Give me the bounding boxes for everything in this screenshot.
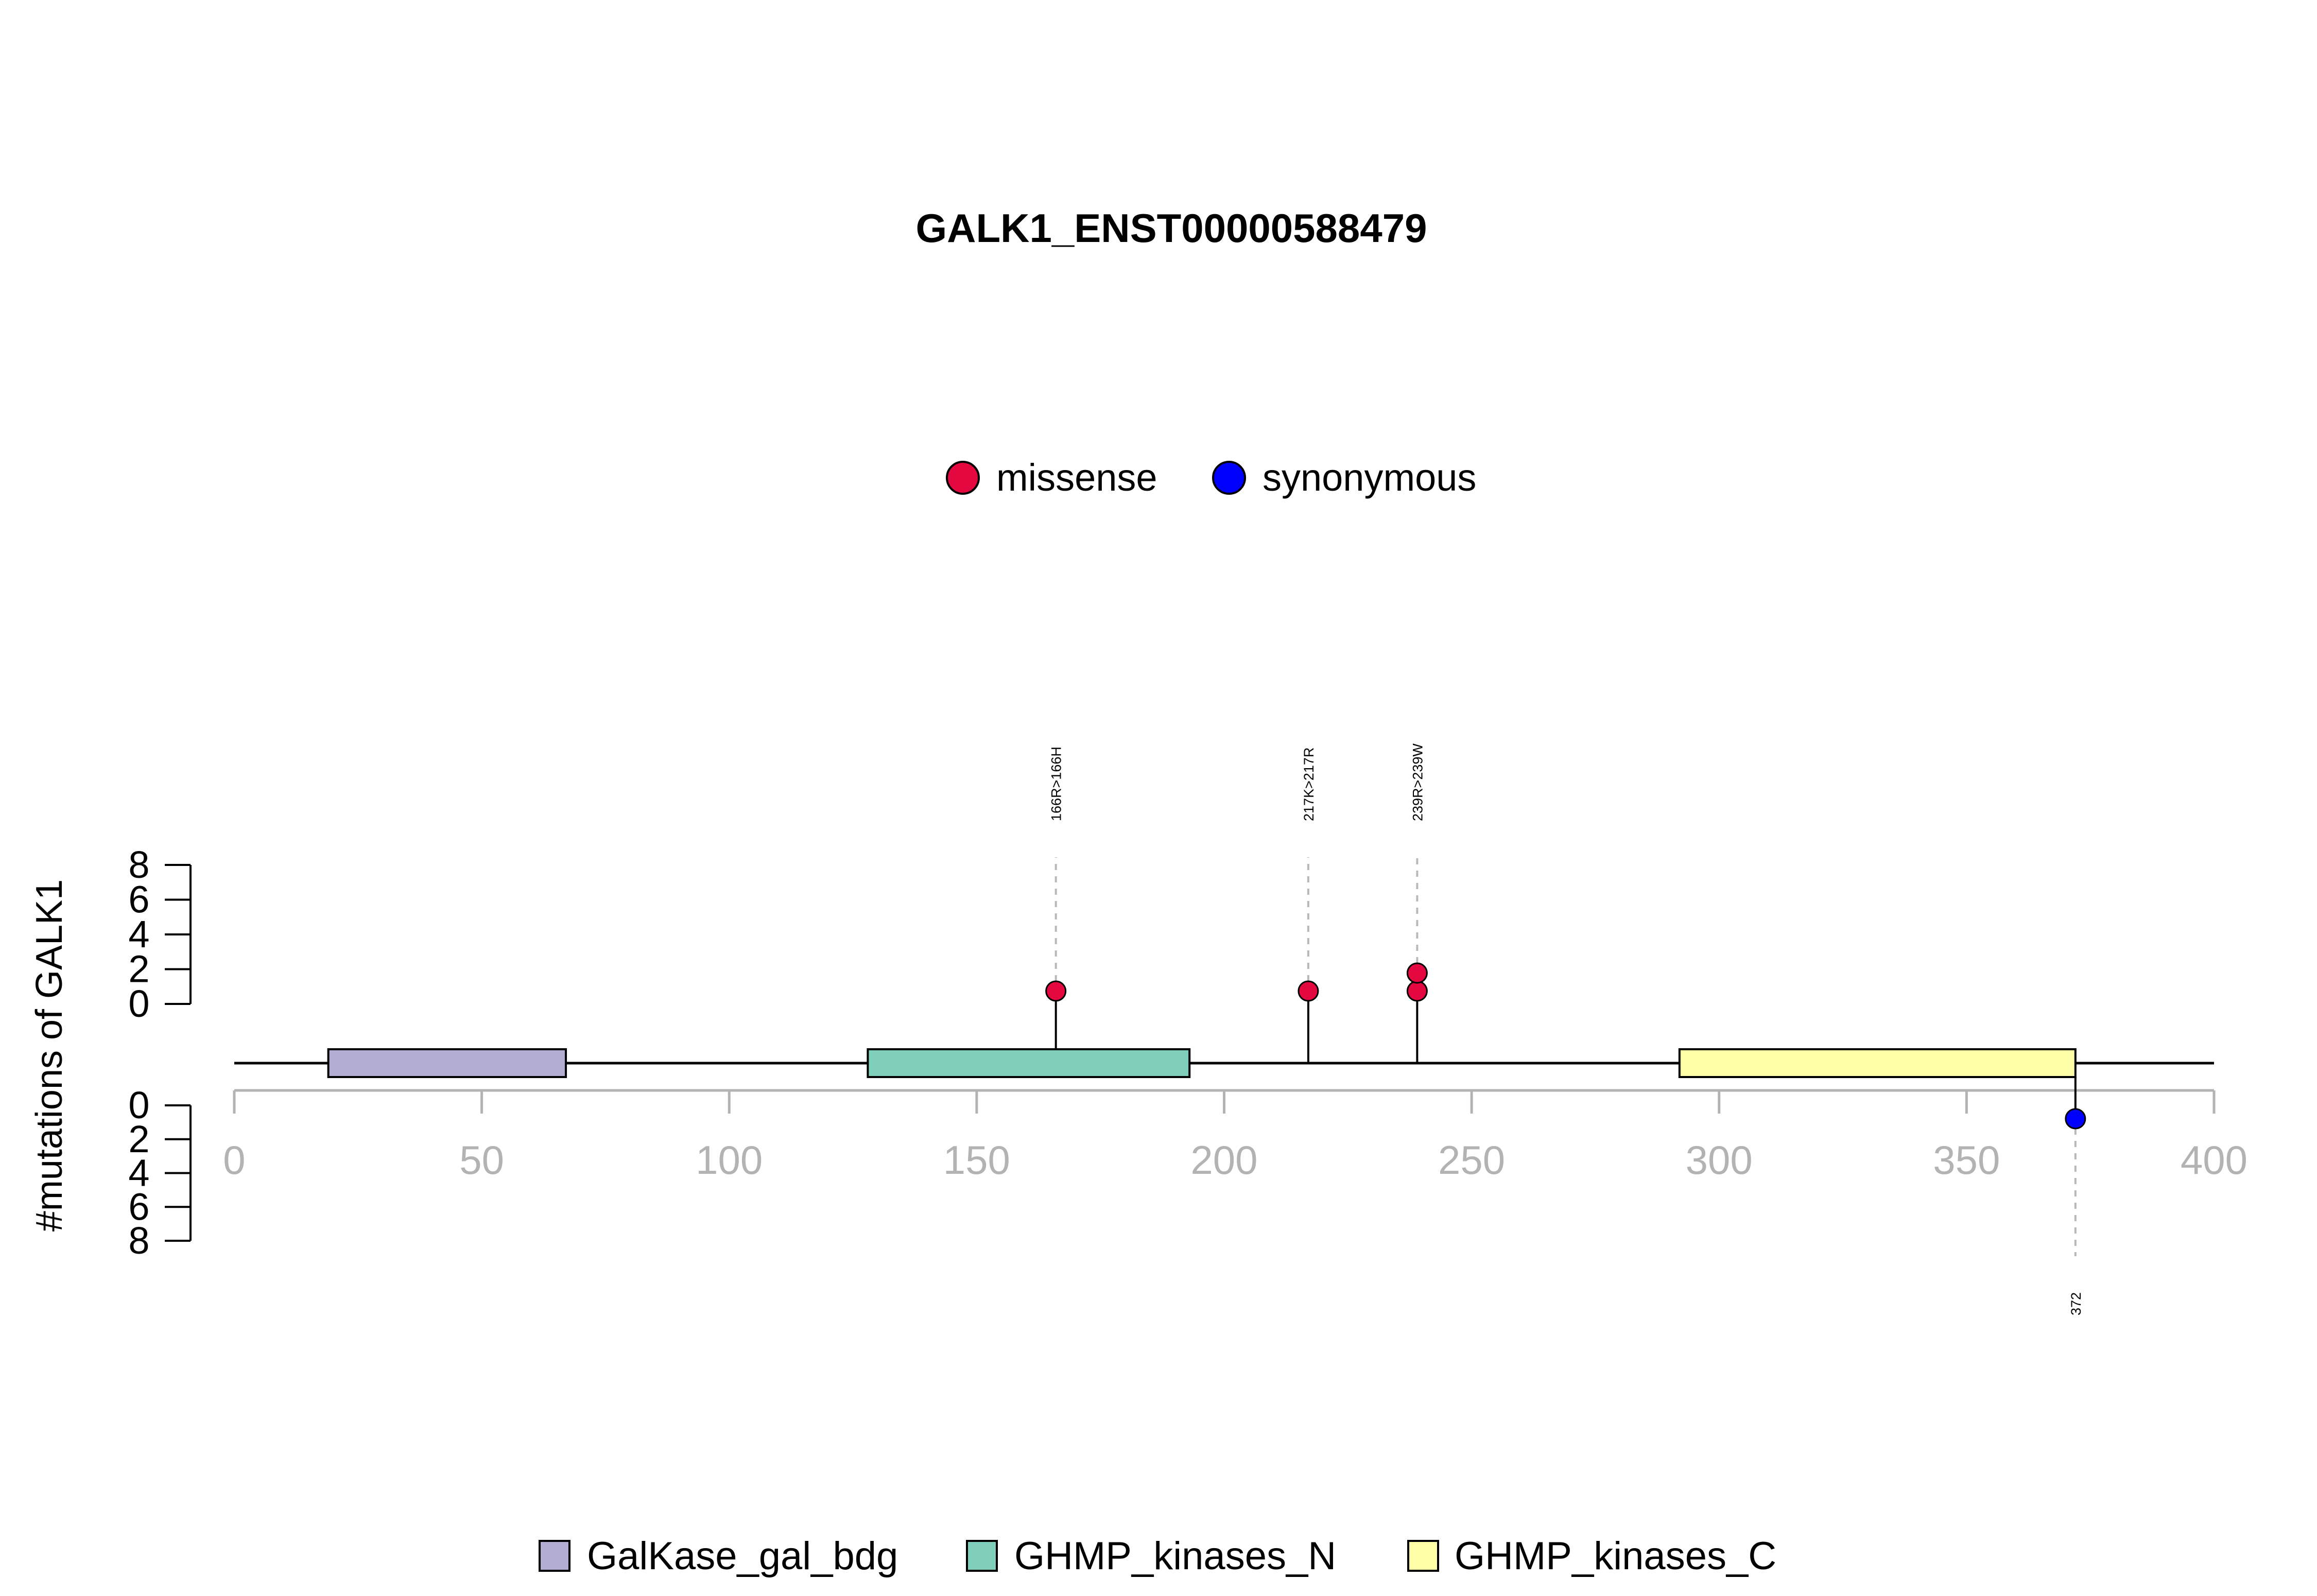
x-tick-label: 0	[223, 1137, 245, 1183]
legend-label-GHMP_kinases_C: GHMP_kinases_C	[1455, 1534, 1776, 1578]
x-tick-label: 350	[1933, 1137, 2000, 1183]
mutation-labels: 166R>166H 217K>217R 239R>239W 372	[1049, 743, 2084, 1315]
legend-marker-synonymous	[1212, 461, 1246, 495]
mutation-point-bottom-372	[2065, 1108, 2086, 1130]
mutation-point-166	[1045, 980, 1067, 1002]
mutation-label-239: 239R>239W	[1410, 743, 1425, 821]
legend-marker-missense	[946, 461, 980, 495]
mutation-point-239	[1406, 980, 1428, 1002]
y-tick-label-top: 8	[128, 843, 149, 886]
domain-GalKase_gal_bdg	[327, 1048, 567, 1078]
legend-label-missense: missense	[996, 456, 1157, 499]
mutation-label-bottom-372: 372	[2068, 1292, 2084, 1315]
x-tick-label: 200	[1190, 1137, 1257, 1183]
mutation-point-239	[1406, 962, 1428, 984]
y-tick-label-bottom: 0	[128, 1084, 149, 1126]
y-tick-label-top: 0	[128, 982, 149, 1025]
x-tick-label: 150	[943, 1137, 1010, 1183]
x-tick-label: 400	[2181, 1137, 2247, 1183]
legend-label-synonymous: synonymous	[1263, 456, 1476, 499]
x-tick-label: 250	[1438, 1137, 1505, 1183]
x-axis: 0 50 100 150 200 250 300 350 400	[223, 1089, 2247, 1183]
x-tick-label: 300	[1686, 1137, 1753, 1183]
protein-domains	[327, 1048, 2077, 1078]
y-tick-label-bottom: 8	[128, 1219, 149, 1262]
y-tick-label-bottom: 2	[128, 1118, 149, 1160]
y-tick-label-top: 2	[128, 948, 149, 991]
mutation-points	[1045, 962, 2086, 1130]
legend-swatch-GHMP_kinases_C	[1407, 1540, 1439, 1572]
domain-GHMP_kinases_C	[1678, 1048, 2077, 1078]
x-tick-label: 50	[459, 1137, 504, 1183]
mutation-label-217: 217K>217R	[1301, 748, 1317, 821]
y-tick-label-bottom: 4	[128, 1152, 149, 1194]
chart-title: GALK1_ENST00000588479	[916, 205, 1427, 251]
mutation-label-166: 166R>166H	[1049, 747, 1064, 821]
mutation-point-217	[1298, 980, 1319, 1002]
legend-label-GalKase_gal_bdg: GalKase_gal_bdg	[587, 1534, 898, 1578]
domain-legend: GalKase_gal_bdg GHMP_kinases_N GHMP_kinase…	[539, 1534, 1776, 1578]
domain-GHMP_kinases_N	[867, 1048, 1191, 1078]
y-tick-label-top: 4	[128, 913, 149, 956]
y-axis-label: #mutations of GALK1	[29, 879, 70, 1231]
legend-swatch-GHMP_kinases_N	[966, 1540, 998, 1572]
mutation-type-legend: missense synonymous	[946, 456, 1476, 499]
x-tick-label: 100	[696, 1137, 763, 1183]
legend-swatch-GalKase_gal_bdg	[539, 1540, 570, 1572]
y-tick-label-bottom: 6	[128, 1185, 149, 1228]
y-tick-label-top: 6	[128, 878, 149, 921]
legend-label-GHMP_kinases_N: GHMP_kinases_N	[1014, 1534, 1336, 1578]
